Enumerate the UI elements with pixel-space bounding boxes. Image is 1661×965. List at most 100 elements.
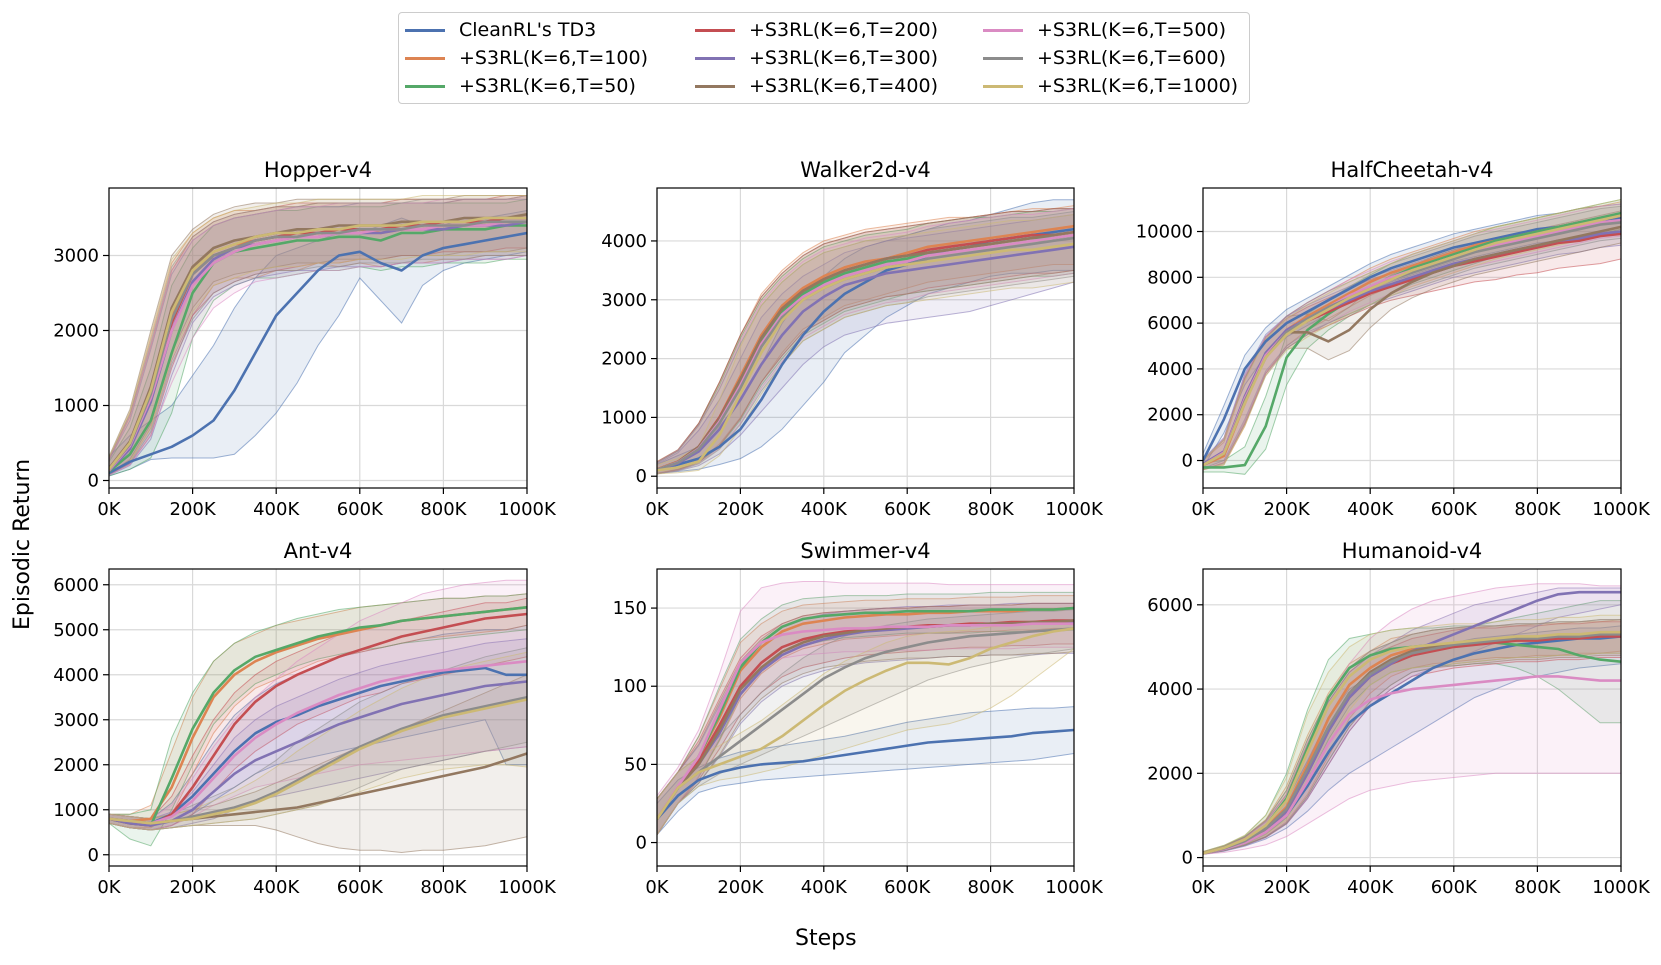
band-s3rl-k-6-t-1000 [657, 620, 1074, 836]
line-cleanrl-s-td3 [109, 231, 527, 475]
line-s3rl-k-6-t-1000 [109, 698, 527, 825]
x-tick-label: 200K [717, 499, 764, 520]
subplot-ant-v4: 0K 200K 400K 600K 800K 1000K 0 1000 2000 3000 4000… [53, 539, 557, 898]
axes-frame [656, 187, 1075, 489]
y-tick-label: 4000 [1147, 679, 1193, 700]
x-tick-label: 1000K [1045, 499, 1104, 520]
x-tick-label: 800K [1514, 499, 1561, 520]
band-s3rl-k-6-t-1000 [109, 651, 527, 831]
x-tick-label: 200K [1264, 877, 1311, 898]
subplot-halfcheetah-v4: 0K 200K 400K 600K 800K 1000K 0 2000 4000 6000 8000… [1136, 158, 1651, 520]
line-s3rl-k-6-t-50 [657, 606, 1074, 820]
x-tick-label: 0K [1191, 877, 1215, 898]
legend-item-t200: +S3RL(K=6,T=200) [695, 17, 938, 43]
y-tick-label: 3000 [601, 290, 647, 311]
y-tick-label: 4000 [601, 231, 647, 252]
legend-label: +S3RL(K=6,T=300) [749, 47, 938, 69]
y-tick-label: 6000 [1147, 313, 1193, 334]
plot-area [1203, 583, 1621, 855]
subplot-hopper-v4: 0K 200K 400K 600K 800K 1000K 0 1000 2000 3000 Hopp… [53, 158, 557, 520]
y-tick-label: 4000 [1147, 359, 1193, 380]
line-s3rl-k-6-t-200 [109, 612, 527, 827]
y-tick-label: 2000 [53, 321, 99, 342]
x-tick-label: 600K [337, 877, 384, 898]
x-tick-label: 1000K [1592, 877, 1651, 898]
line-s3rl-k-6-t-600 [657, 627, 1074, 820]
line-s3rl-k-6-t-50 [109, 224, 527, 473]
y-tick-label: 5000 [53, 620, 99, 641]
x-tick-label: 800K [968, 877, 1015, 898]
legend-label: CleanRL's TD3 [459, 19, 597, 41]
subplot-title: Walker2d-v4 [800, 158, 931, 182]
axes-frame [656, 568, 1075, 867]
figure-xlabel: Steps [795, 926, 857, 951]
x-tick-label: 0K [1191, 499, 1215, 520]
x-tick-label: 600K [337, 499, 384, 520]
y-tick-label: 6000 [53, 575, 99, 596]
y-tick-label: 6000 [1147, 595, 1193, 616]
axes-frame [1202, 187, 1622, 489]
y-tick-label: 0 [88, 471, 99, 492]
line-s3rl-k-6-t-500 [109, 660, 527, 825]
subplot-humanoid-v4: 0K 200K 400K 600K 800K 1000K 0 2000 4000 6000 Huma… [1147, 539, 1651, 898]
x-tick-label: 400K [801, 499, 848, 520]
x-tick-label: 0K [645, 499, 669, 520]
subplot-title: Humanoid-v4 [1342, 539, 1483, 563]
y-tick-label: 10000 [1136, 222, 1193, 243]
y-tick-label: 1000 [53, 396, 99, 417]
y-tick-label: 2000 [1147, 405, 1193, 426]
axes-frame [1202, 568, 1622, 867]
x-tick-label: 400K [253, 877, 300, 898]
y-tick-label: 50 [624, 754, 647, 775]
line-s3rl-k-6-t-1000 [657, 242, 1074, 472]
x-tick-label: 1000K [1045, 877, 1104, 898]
subplot-title: Swimmer-v4 [800, 539, 930, 563]
x-tick-label: 1000K [1592, 499, 1651, 520]
line-s3rl-k-6-t-1000 [1203, 214, 1621, 467]
legend-swatch [695, 28, 735, 32]
x-tick-label: 800K [1514, 877, 1561, 898]
legend-item-t50: +S3RL(K=6,T=50) [405, 73, 636, 99]
x-tick-label: 800K [420, 499, 467, 520]
x-tick-label: 400K [801, 877, 848, 898]
legend: CleanRL's TD3 +S3RL(K=6,T=100) +S3RL(K=6… [398, 12, 1250, 104]
plot-area [109, 194, 527, 477]
x-tick-label: 200K [1264, 499, 1311, 520]
y-tick-label: 1000 [601, 407, 647, 428]
band-s3rl-k-6-t-300 [657, 213, 1074, 475]
legend-label: +S3RL(K=6,T=100) [459, 47, 648, 69]
subplot-walker2d-v4: 0K 200K 400K 600K 800K 1000K 0 1000 2000 3000 4000… [601, 158, 1104, 520]
legend-item-t300: +S3RL(K=6,T=300) [695, 45, 938, 71]
x-tick-label: 200K [717, 877, 764, 898]
line-s3rl-k-6-t-300 [109, 680, 527, 827]
band-s3rl-k-6-t-400 [109, 674, 527, 854]
line-s3rl-k-6-t-600 [109, 220, 527, 471]
legend-item-t100: +S3RL(K=6,T=100) [405, 45, 648, 71]
legend-swatch [405, 84, 445, 88]
band-s3rl-k-6-t-500 [109, 194, 527, 476]
subplot-title: Hopper-v4 [264, 158, 372, 182]
legend-label: +S3RL(K=6,T=1000) [1037, 75, 1239, 97]
legend-item-t400: +S3RL(K=6,T=400) [695, 73, 938, 99]
band-s3rl-k-6-t-100 [657, 205, 1074, 474]
band-s3rl-k-6-t-50 [1203, 600, 1621, 855]
subplot-swimmer-v4: 0K 200K 400K 600K 800K 1000K 0 50 100 150 Swimmer-… [613, 539, 1104, 898]
legend-item-t1000: +S3RL(K=6,T=1000) [983, 73, 1238, 99]
y-tick-label: 0 [636, 833, 647, 854]
x-tick-label: 600K [884, 877, 931, 898]
axes-frame [108, 568, 528, 867]
legend-swatch [405, 56, 445, 60]
y-tick-label: 4000 [53, 665, 99, 686]
plot-area [657, 581, 1074, 836]
legend-label: +S3RL(K=6,T=600) [1037, 47, 1226, 69]
legend-swatch [983, 28, 1023, 32]
line-s3rl-k-6-t-500 [1203, 675, 1621, 855]
legend-swatch [695, 84, 735, 88]
x-tick-label: 400K [253, 499, 300, 520]
legend-item-t600: +S3RL(K=6,T=600) [983, 45, 1226, 71]
line-s3rl-k-6-t-1000 [1203, 630, 1621, 855]
legend-label: +S3RL(K=6,T=400) [749, 75, 938, 97]
x-tick-label: 200K [170, 499, 217, 520]
legend-swatch [695, 56, 735, 60]
